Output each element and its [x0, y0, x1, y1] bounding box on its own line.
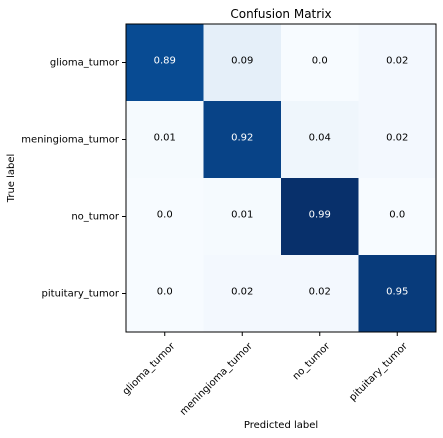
heatmap-cell — [358, 255, 437, 333]
cell-value-label: 0.02 — [386, 133, 408, 144]
cell-value-label: 0.01 — [154, 133, 176, 144]
chart-title: Confusion Matrix — [230, 7, 331, 21]
x-tick-label: pituitary_tumor — [347, 340, 410, 403]
x-tick-label: meningioma_tumor — [178, 340, 255, 417]
heatmap-cell — [358, 24, 437, 102]
heatmap-cell — [203, 255, 282, 333]
cell-value-label: 0.92 — [231, 133, 253, 144]
cell-value-label: 0.0 — [157, 210, 173, 221]
cell-value-label: 0.0 — [389, 210, 405, 221]
heatmap-cell — [281, 255, 359, 333]
heatmap-cell — [126, 101, 204, 179]
y-tick-label: glioma_tumor — [50, 58, 120, 69]
heatmap-cell — [203, 24, 282, 102]
y-tick-label: pituitary_tumor — [42, 289, 120, 300]
cell-value-label: 0.02 — [231, 287, 253, 298]
heatmap-cell — [358, 178, 437, 256]
cell-value-label: 0.0 — [157, 287, 173, 298]
x-tick-label: no_tumor — [291, 340, 333, 382]
cell-value-label: 0.0 — [312, 56, 328, 67]
cell-value-label: 0.01 — [231, 210, 253, 221]
cell-value-label: 0.99 — [309, 210, 331, 221]
heatmap-cell — [358, 101, 437, 179]
plot-frame — [125, 23, 437, 333]
cell-value-label: 0.95 — [386, 287, 408, 298]
x-tick-label: glioma_tumor — [121, 340, 178, 397]
heatmap-cell — [203, 101, 282, 179]
y-tick-label: meningioma_tumor — [21, 135, 120, 146]
heatmap-cell — [126, 255, 204, 333]
y-axis-ticks: glioma_tumor meningioma_tumor no_tumorpitu… — [21, 58, 126, 300]
x-axis-label: Predicted label — [244, 420, 318, 431]
heatmap-cell — [126, 24, 204, 102]
cell-value-labels: 0.89 0.09 0.0 0.02 0.01 0.92 0.04 0.02 0.0 0.01 0.… — [154, 56, 409, 298]
cell-value-label: 0.09 — [231, 56, 253, 67]
cell-value-label: 0.02 — [309, 287, 331, 298]
heatmap-cell — [281, 101, 359, 179]
cell-value-label: 0.02 — [386, 56, 408, 67]
heatmap-cell — [281, 178, 359, 256]
y-axis-label: True label — [6, 154, 17, 204]
y-tick-label: no_tumor — [71, 212, 120, 223]
cell-value-label: 0.89 — [154, 56, 176, 67]
cell-value-label: 0.04 — [309, 133, 331, 144]
heatmap-cell — [203, 178, 282, 256]
heatmap-cells — [126, 24, 437, 333]
x-axis-ticks: glioma_tumor meningioma_tumor no_tumor pitu… — [121, 332, 411, 418]
heatmap-cell — [281, 24, 359, 102]
heatmap-cell — [126, 178, 204, 256]
